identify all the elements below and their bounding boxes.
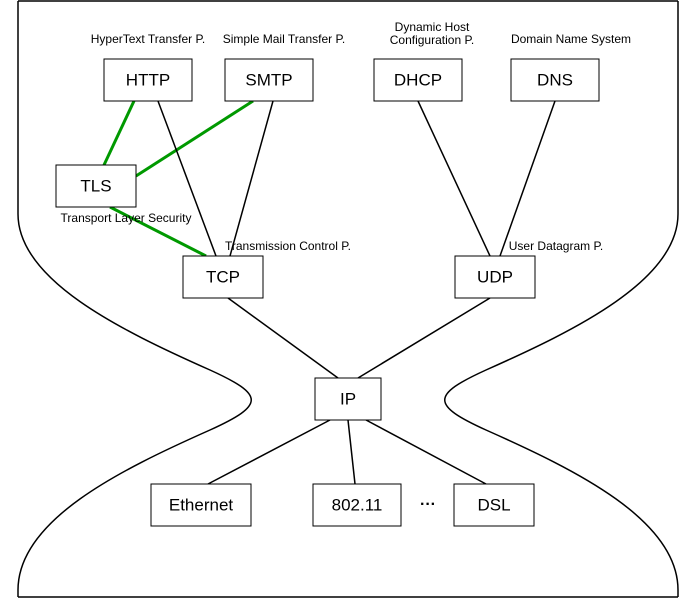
node-dhcp-label-2: Configuration P. (390, 33, 475, 47)
edge-tcp-ip (228, 298, 338, 378)
edge-smtp-tls (136, 101, 253, 176)
node-smtp-label: Simple Mail Transfer P. (223, 32, 346, 46)
node-dns: DNS Domain Name System (511, 32, 631, 101)
node-udp: UDP User Datagram P. (455, 239, 603, 298)
node-dsl: DSL (454, 484, 534, 526)
node-tcp-label: Transmission Control P. (225, 239, 351, 253)
edge-ip-dsl (366, 420, 486, 484)
protocol-hourglass-diagram: HTTP HyperText Transfer P. SMTP Simple M… (0, 0, 696, 598)
edge-http-tcp (158, 101, 216, 256)
node-dsl-text: DSL (477, 495, 510, 514)
dots-between-80211-dsl: ··· (420, 496, 436, 513)
node-http-label: HyperText Transfer P. (91, 32, 206, 46)
node-dhcp-text: DHCP (394, 70, 442, 89)
node-80211-text: 802.11 (332, 495, 383, 514)
node-ip: IP (315, 378, 381, 420)
edge-udp-ip (358, 298, 490, 378)
node-dns-label: Domain Name System (511, 32, 631, 46)
node-http-text: HTTP (126, 70, 170, 89)
node-dhcp: DHCP Dynamic Host Configuration P. (374, 20, 474, 101)
edge-ip-80211 (348, 420, 355, 484)
node-tcp-text: TCP (206, 267, 240, 286)
node-ethernet-text: Ethernet (169, 495, 234, 514)
node-dns-text: DNS (537, 70, 573, 89)
node-tls-text: TLS (80, 176, 111, 195)
node-smtp-text: SMTP (245, 70, 292, 89)
node-udp-text: UDP (477, 267, 513, 286)
node-80211: 802.11 (313, 484, 401, 526)
node-smtp: SMTP Simple Mail Transfer P. (223, 32, 346, 101)
node-udp-label: User Datagram P. (509, 239, 603, 253)
node-tls-label: Transport Layer Security (61, 211, 192, 225)
node-dhcp-label-1: Dynamic Host (395, 20, 470, 34)
edge-dns-udp (500, 101, 555, 256)
edge-ip-ethernet (208, 420, 330, 484)
node-http: HTTP HyperText Transfer P. (91, 32, 206, 101)
node-tcp: TCP Transmission Control P. (183, 239, 351, 298)
node-ethernet: Ethernet (151, 484, 251, 526)
node-ip-text: IP (340, 389, 356, 408)
edge-dhcp-udp (418, 101, 490, 256)
edge-smtp-tcp (230, 101, 273, 256)
node-tls: TLS Transport Layer Security (56, 165, 191, 225)
edge-http-tls (104, 101, 134, 165)
